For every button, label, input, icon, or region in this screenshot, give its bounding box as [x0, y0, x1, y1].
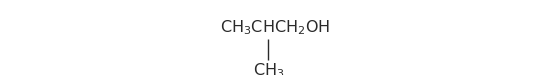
- Text: CH$_3$: CH$_3$: [252, 61, 284, 75]
- Text: CH$_3$CHCH$_2$OH: CH$_3$CHCH$_2$OH: [220, 19, 330, 37]
